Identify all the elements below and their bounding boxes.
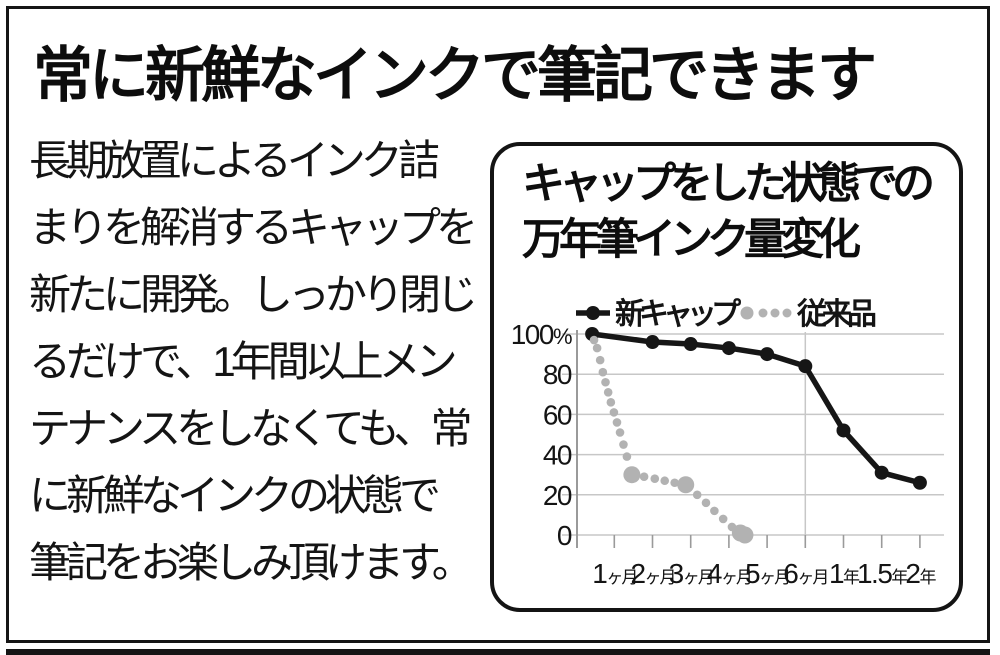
x-tick-label: 2年 bbox=[905, 558, 936, 589]
data-point bbox=[836, 423, 851, 438]
data-point bbox=[874, 465, 889, 480]
x-tick-label: 2ヶ月 bbox=[630, 558, 674, 589]
y-axis-labels: 0 20 40 60 80 100% bbox=[511, 319, 574, 551]
legend: 新キャップ 従来品 bbox=[576, 298, 881, 331]
series-new-cap bbox=[585, 327, 927, 490]
legend-dotted-marker bbox=[740, 306, 754, 320]
data-point bbox=[622, 452, 632, 461]
y-tick-label: 60 bbox=[543, 399, 572, 430]
data-point bbox=[589, 335, 599, 345]
data-point bbox=[798, 359, 813, 374]
data-point bbox=[598, 367, 608, 377]
data-point bbox=[912, 475, 927, 490]
data-point bbox=[660, 476, 670, 486]
y-tick-label: 40 bbox=[543, 440, 572, 471]
chart-card: キャップをした状態での 万年筆インク量変化 0 20 40 60 80 100% 1ヶ月 2ヶ… bbox=[490, 142, 963, 612]
chart-title-line1: キャップをした状態での bbox=[522, 160, 935, 208]
data-point bbox=[721, 341, 736, 356]
legend-dot-marker bbox=[586, 306, 600, 320]
legend-dotted-marker bbox=[758, 308, 768, 318]
legend-dotted-marker bbox=[782, 308, 792, 318]
x-tick-label: 1.5年 bbox=[857, 558, 908, 589]
y-tick-label: 100% bbox=[511, 319, 572, 350]
body-line: 筆記をお楽しみ頂けます。 bbox=[29, 539, 474, 586]
x-tick-label: 3ヶ月 bbox=[669, 558, 713, 589]
body-paragraph: 長期放置によるインク詰 まりを解消するキャップを 新たに開発。しっかり閉じ るだ… bbox=[29, 127, 489, 596]
data-point bbox=[639, 472, 649, 482]
x-tick-label: 5ヶ月 bbox=[745, 558, 789, 589]
data-point bbox=[623, 466, 641, 484]
series-conventional bbox=[589, 335, 754, 544]
body-line: るだけで、1年間以上メン bbox=[29, 338, 458, 385]
legend-label-conventional: 従来品 bbox=[796, 298, 876, 331]
body-line: 長期放置によるインク詰 bbox=[29, 137, 440, 184]
legend-dotted-marker bbox=[770, 308, 780, 318]
data-point bbox=[595, 355, 605, 365]
data-point bbox=[650, 474, 660, 484]
data-point bbox=[718, 514, 728, 524]
x-tick-label: 6ヶ月 bbox=[783, 558, 827, 589]
legend-label-new-cap: 新キャップ bbox=[615, 298, 742, 331]
data-point bbox=[609, 408, 619, 417]
data-point bbox=[701, 498, 711, 508]
data-point bbox=[692, 490, 702, 500]
x-tick-label: 4ヶ月 bbox=[707, 558, 751, 589]
data-point bbox=[736, 526, 754, 544]
series-line bbox=[589, 331, 923, 486]
axes bbox=[576, 330, 921, 548]
data-point bbox=[612, 418, 622, 427]
chart-title-line2: 万年筆インク量変化 bbox=[522, 216, 861, 264]
chart-title: キャップをした状態での 万年筆インク量変化 bbox=[522, 156, 935, 268]
data-point bbox=[677, 476, 695, 494]
data-point bbox=[683, 337, 698, 352]
body-line: に新鮮なインクの状態で bbox=[29, 472, 441, 519]
data-point bbox=[603, 387, 613, 397]
x-tick-label: 1ヶ月 bbox=[592, 558, 636, 589]
data-point bbox=[606, 398, 616, 407]
next-section-top-border bbox=[6, 649, 990, 655]
data-point bbox=[601, 377, 610, 387]
y-tick-label: 0 bbox=[557, 520, 572, 551]
data-point bbox=[760, 347, 775, 362]
data-point bbox=[592, 343, 602, 353]
y-tick-label: 20 bbox=[543, 480, 572, 511]
body-line: 新たに開発。しっかり閉じ bbox=[29, 271, 478, 318]
body-line: テナンスをしなくても、常 bbox=[29, 405, 473, 452]
data-point bbox=[710, 506, 719, 516]
data-point bbox=[645, 335, 660, 350]
data-point bbox=[670, 478, 679, 488]
body-line: まりを解消するキャップを bbox=[29, 204, 478, 251]
x-tick-label: 1年 bbox=[829, 558, 860, 589]
page-title: 常に新鮮なインクで筆記できます bbox=[33, 42, 877, 109]
y-tick-label: 80 bbox=[543, 359, 572, 390]
data-point bbox=[619, 440, 628, 449]
data-point bbox=[615, 428, 625, 437]
